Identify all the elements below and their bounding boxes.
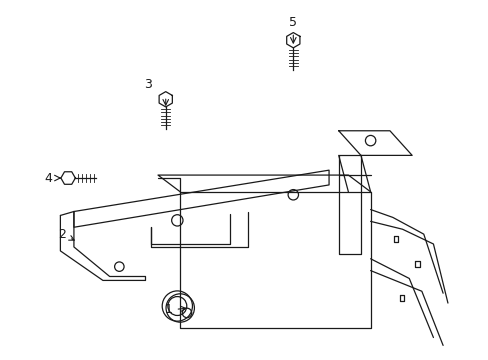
Text: 3: 3 — [144, 78, 152, 91]
Text: 2: 2 — [59, 228, 74, 240]
Text: 1: 1 — [164, 303, 185, 316]
Text: 4: 4 — [45, 171, 53, 185]
Text: 5: 5 — [289, 16, 297, 29]
